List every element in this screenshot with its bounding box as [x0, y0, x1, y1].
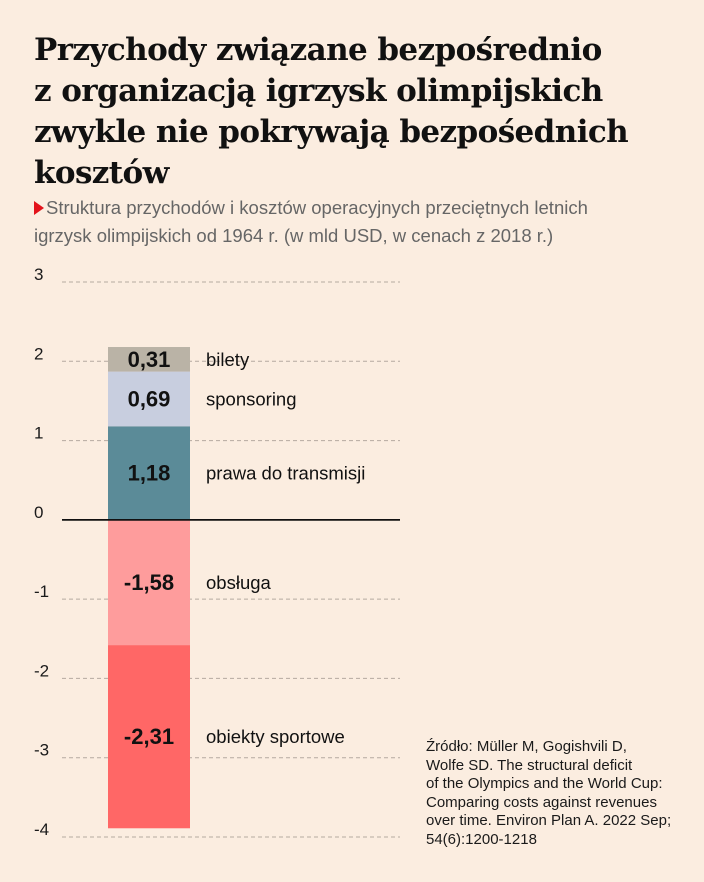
series-label: sponsoring — [206, 388, 297, 409]
source-line: Wolfe SD. The structural deficit — [426, 756, 633, 774]
title-line: z organizacją igrzysk olimpijskich — [34, 73, 603, 109]
y-tick-label: 3 — [34, 265, 43, 284]
data-label: 1,18 — [128, 461, 171, 486]
title-line: Przychody związane bezpośrednio — [34, 32, 602, 68]
bar-segment — [108, 645, 190, 829]
y-tick-label: -4 — [34, 820, 49, 839]
series-label: prawa do transmisji — [206, 463, 365, 484]
triangle-marker-icon — [34, 201, 44, 215]
y-tick-label: 2 — [34, 344, 43, 363]
subtitle-line: Struktura przychodów i kosztów operacyjn… — [34, 194, 674, 222]
chart-title: Przychody związane bezpośrednio z organi… — [34, 30, 674, 194]
series-label: bilety — [206, 349, 250, 370]
y-tick-label: -3 — [34, 741, 49, 760]
data-label: 0,31 — [128, 347, 171, 372]
source-note: Źródło: Müller M, Gogishvili D, Wolfe SD… — [426, 738, 696, 849]
source-line: of the Olympics and the World Cup: — [426, 775, 663, 792]
source-line: Źródło: Müller M, Gogishvili D, — [426, 738, 627, 755]
title-line: zwykle nie pokrywają bezpośednich — [34, 114, 629, 150]
bar-segment — [108, 519, 190, 646]
data-label: 0,69 — [128, 386, 171, 411]
y-tick-label: 1 — [34, 424, 43, 443]
y-tick-label: -2 — [34, 661, 49, 680]
data-label: -2,31 — [124, 724, 174, 749]
source-line: over time. Environ Plan A. 2022 Sep; — [426, 812, 672, 829]
bar-segment — [108, 371, 190, 427]
source-line: Comparing costs against revenues — [426, 793, 657, 811]
series-label: obsługa — [206, 572, 272, 593]
bar-segment — [108, 347, 190, 372]
series-label: obiekty sportowe — [206, 726, 345, 747]
subtitle-text: Struktura przychodów i kosztów operacyjn… — [46, 197, 588, 218]
y-tick-label: 0 — [34, 503, 43, 522]
data-label: -1,58 — [124, 570, 174, 595]
source-line: 54(6):1200-1218 — [426, 830, 537, 848]
y-tick-label: -1 — [34, 582, 49, 601]
bar-segment — [108, 426, 190, 520]
subtitle-line: igrzysk olimpijskich od 1964 r. (w mld U… — [34, 225, 554, 246]
title-line: kosztów — [34, 155, 169, 191]
chart-subtitle: Struktura przychodów i kosztów operacyjn… — [34, 194, 674, 250]
